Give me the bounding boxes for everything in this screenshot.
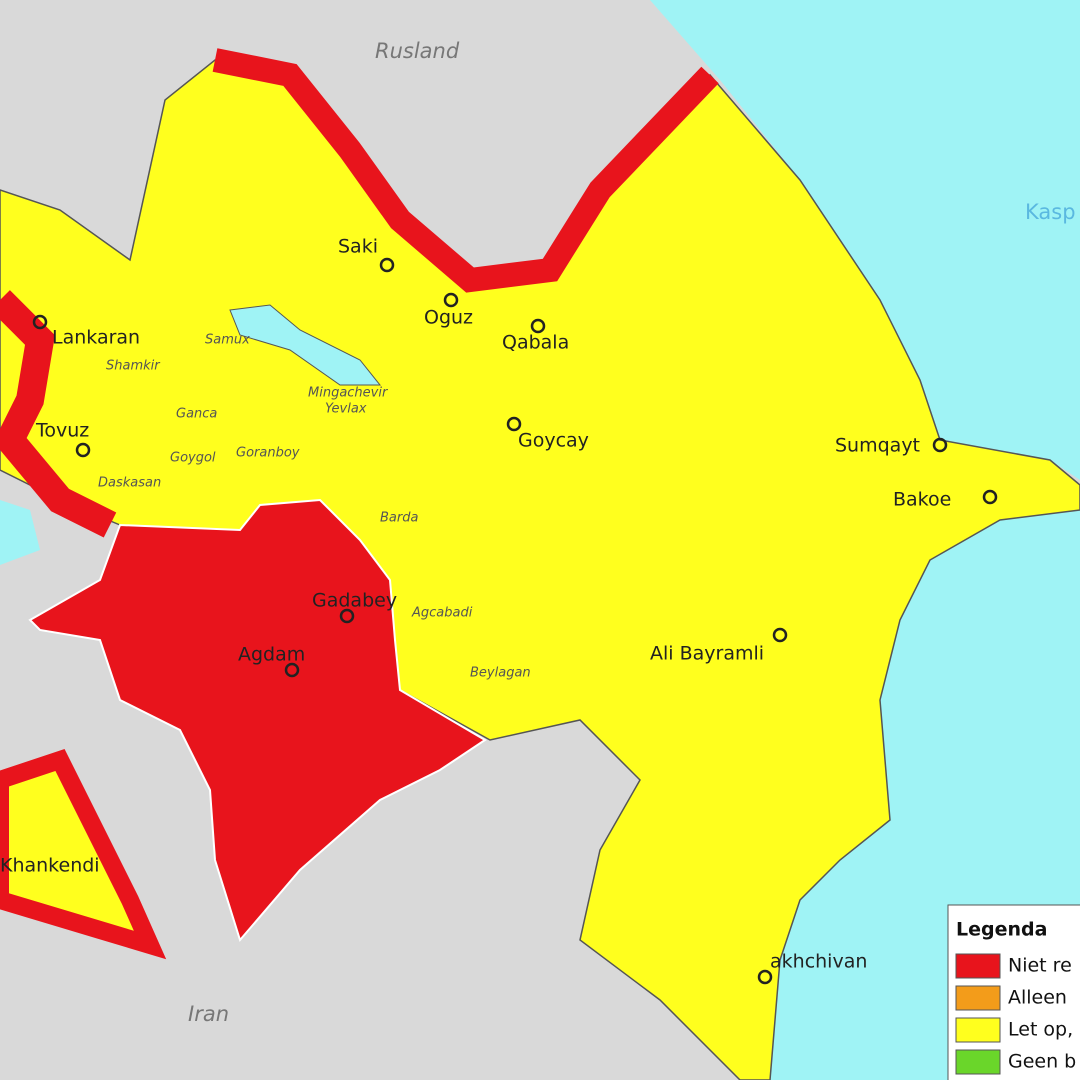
border-zone (0, 290, 117, 538)
district-label: Yevlax (325, 402, 367, 417)
legend-swatch (955, 985, 1001, 1011)
city-label: Qabala (502, 332, 569, 354)
city-marker (982, 489, 998, 505)
city-label: Khankendi (0, 855, 100, 877)
border-zone (212, 48, 719, 293)
legend-label: Let op, (1008, 1019, 1073, 1041)
city-marker (506, 416, 522, 432)
district-label: Shamkir (106, 359, 161, 374)
city-marker (932, 437, 948, 453)
city-label: Lankaran (52, 327, 140, 349)
legend-label: Alleen (1008, 987, 1067, 1009)
city-marker (757, 969, 773, 985)
city-marker (339, 608, 355, 624)
district-label: Barda (380, 511, 418, 526)
city-marker (443, 292, 459, 308)
legend-swatch (955, 953, 1001, 979)
city-marker (75, 442, 91, 458)
city-marker (530, 318, 546, 334)
district-label: Daskasan (98, 476, 161, 491)
legend-swatch (955, 1049, 1001, 1075)
lake (0, 500, 40, 565)
city-label: Saki (338, 236, 378, 258)
karabakh-region (28, 498, 487, 943)
city-marker (32, 314, 48, 330)
city-label: Bakoe (893, 489, 951, 511)
legend-title: Legenda (956, 919, 1047, 941)
city-label: Oguz (424, 307, 473, 329)
district-label: Goygol (170, 451, 216, 466)
nakhchivan (0, 748, 167, 960)
sea (650, 0, 1080, 1080)
sea-label: Kasp (1025, 200, 1076, 224)
city-label: Gadabey (312, 590, 397, 612)
city-marker (772, 627, 788, 643)
country-label: Iran (188, 1002, 229, 1026)
city-marker (379, 257, 395, 273)
city-label: Tovuz (35, 420, 89, 442)
city-label: Ali Bayramli (650, 643, 764, 665)
legend-label: Geen b (1008, 1051, 1076, 1073)
city-label: Goycay (518, 430, 589, 452)
district-label: Goranboy (236, 446, 300, 461)
legend-swatch (955, 1017, 1001, 1043)
city-label: Sumqayt (835, 435, 920, 457)
district-label: Mingachevir (308, 386, 389, 401)
city-label: akhchivan (770, 951, 867, 973)
district-label: Samux (205, 333, 250, 348)
country-label: Rusland (375, 39, 460, 63)
district-label: Ganca (176, 407, 217, 422)
legend: Legenda Niet re Alleen Let op, Geen b (947, 904, 1080, 1080)
district-label: Beylagan (470, 666, 531, 681)
city-label: Agdam (238, 644, 305, 666)
lake (229, 304, 382, 386)
legend-label: Niet re (1008, 955, 1072, 977)
city-marker (284, 662, 300, 678)
district-label: Agcabadi (411, 606, 473, 621)
